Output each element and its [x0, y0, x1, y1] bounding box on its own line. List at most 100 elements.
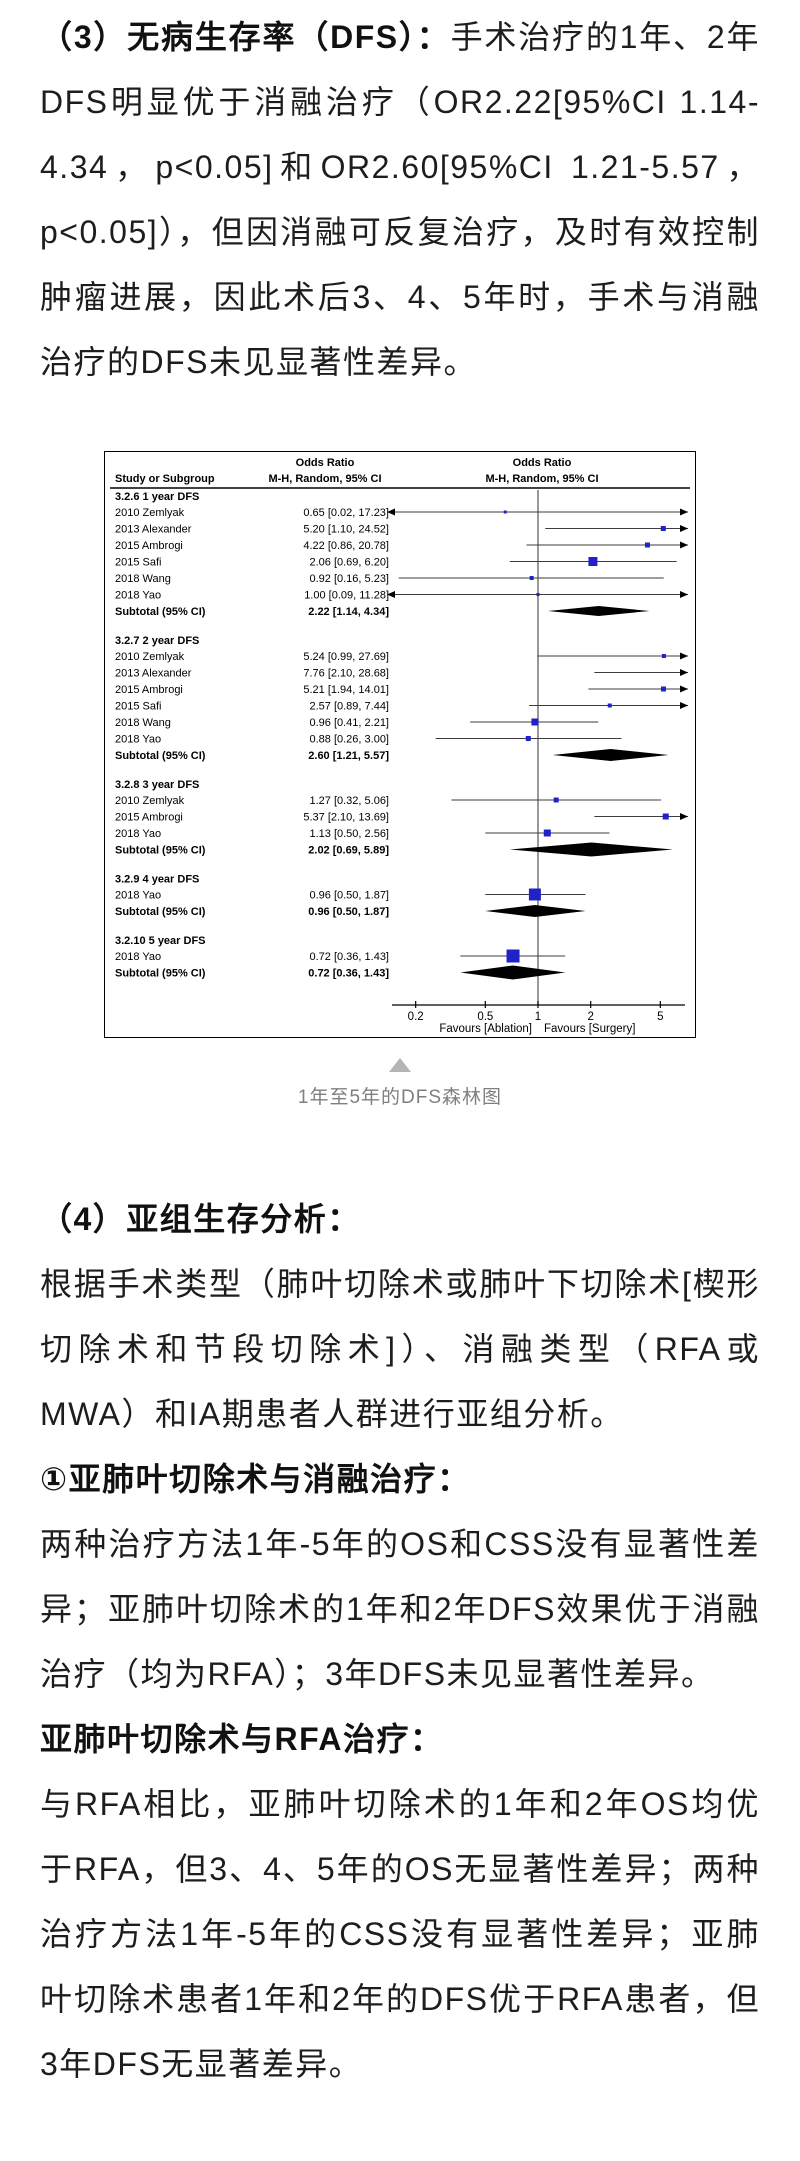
forest-text: 2015 Ambrogi — [115, 540, 183, 552]
heading-subgroup-analysis: （4）亚组生存分析： — [40, 1201, 361, 1237]
paragraph-sublobar-vs-ablation: 两种治疗方法1年-5年的OS和CSS没有显著性差异；亚肺叶切除术的1年和2年DF… — [40, 1526, 760, 1692]
forest-text: 3.2.8 3 year DFS — [115, 779, 199, 791]
forest-text: Subtotal (95% CI) — [115, 968, 206, 980]
forest-text: 1.00 [0.09, 11.28] — [304, 590, 389, 602]
forest-text: Odds Ratio — [296, 457, 355, 469]
forest-text: 4.22 [0.86, 20.78] — [303, 540, 389, 552]
collapse-image-button[interactable] — [389, 1058, 411, 1072]
forest-text: 2018 Wang — [115, 573, 171, 585]
forest-text: 0.88 [0.26, 3.00] — [309, 734, 389, 746]
forest-text: Subtotal (95% CI) — [115, 750, 206, 762]
article-body: （3）无病生存率（DFS）：手术治疗的1年、2年DFS明显优于消融治疗（OR2.… — [40, 5, 760, 2082]
ci-arrow — [680, 541, 688, 549]
forest-text: 2013 Alexander — [115, 668, 192, 680]
forest-text: Subtotal (95% CI) — [115, 906, 206, 918]
ci-arrow — [680, 702, 688, 709]
forest-text: 3.2.7 2 year DFS — [115, 635, 199, 647]
study-marker — [662, 813, 669, 820]
forest-text: 2010 Zemlyak — [115, 507, 185, 519]
subtotal-diamond — [509, 842, 673, 857]
forest-text: 3.2.9 4 year DFS — [115, 874, 199, 886]
forest-text: Favours [Ablation] — [439, 1023, 532, 1035]
study-marker — [543, 829, 551, 837]
subtotal-diamond — [485, 905, 586, 917]
forest-text: 0.65 [0.02, 17.23] — [303, 507, 389, 519]
ci-arrow — [680, 652, 688, 660]
forest-text: 1.27 [0.32, 5.06] — [309, 795, 389, 807]
forest-text: 2010 Zemlyak — [115, 651, 185, 663]
forest-plot-image[interactable]: Odds Ratio Odds Ratio Study or Subgroup M-H… — [104, 451, 696, 1038]
forest-plot-svg: Odds Ratio Odds Ratio Study or Subgroup M-H… — [110, 457, 690, 1035]
study-marker — [528, 888, 541, 901]
forest-text: M-H, Random, 95% CI — [485, 473, 598, 485]
forest-text: 5.37 [2.10, 13.69] — [303, 812, 389, 824]
paragraph-sublobar-vs-rfa: 与RFA相比，亚肺叶切除术的1年和2年OS均优于RFA，但3、4、5年的OS无显… — [40, 1786, 760, 2082]
forest-text: 2018 Yao — [115, 890, 161, 902]
study-marker — [588, 557, 598, 566]
study-marker — [503, 510, 507, 514]
forest-text: 2018 Yao — [115, 734, 161, 746]
study-marker — [644, 542, 650, 548]
forest-text: 2015 Safi — [115, 557, 161, 569]
ci-arrow — [387, 591, 395, 598]
ci-arrow — [680, 591, 688, 598]
forest-text: 0.5 — [477, 1011, 493, 1023]
ci-arrow — [387, 508, 395, 516]
study-marker — [536, 593, 540, 596]
forest-text: 2.22 [1.14, 4.34] — [308, 606, 389, 618]
study-marker — [531, 718, 539, 726]
forest-text: 0.96 [0.50, 1.87] — [309, 890, 389, 902]
ci-arrow — [680, 813, 688, 820]
ci-arrow — [680, 525, 688, 532]
forest-text: 2018 Wang — [115, 717, 171, 729]
forest-text: 0.96 [0.50, 1.87] — [308, 906, 389, 918]
forest-text: 0.72 [0.36, 1.43] — [308, 968, 389, 980]
forest-text: 0.72 [0.36, 1.43] — [309, 951, 389, 963]
ci-arrow — [680, 508, 688, 516]
forest-text: Favours [Surgery] — [544, 1023, 635, 1035]
study-marker — [553, 797, 559, 803]
paragraph-subgroup-intro: 根据手术类型（肺叶切除术或肺叶下切除术[楔形切除术和节段切除术]）、消融类型（R… — [40, 1266, 760, 1432]
heading-sublobar-vs-ablation: ①亚肺叶切除术与消融治疗： — [40, 1461, 471, 1497]
ci-arrow — [680, 669, 688, 676]
forest-text: 5 — [657, 1011, 663, 1023]
paragraph-dfs-text: 手术治疗的1年、2年DFS明显优于消融治疗（OR2.22[95%CI 1.14-… — [40, 19, 760, 380]
study-marker — [506, 949, 520, 963]
forest-text: 2 — [587, 1011, 593, 1023]
forest-text: 2015 Ambrogi — [115, 684, 183, 696]
forest-text: 0.92 [0.16, 5.23] — [309, 573, 389, 585]
forest-text: 2015 Safi — [115, 701, 161, 713]
forest-text: 1.13 [0.50, 2.56] — [309, 828, 389, 840]
forest-text: 2013 Alexander — [115, 524, 192, 536]
forest-text: 2.02 [0.69, 5.89] — [308, 845, 389, 857]
figure-caption: 1年至5年的DFS森林图 — [297, 1087, 503, 1108]
ci-arrow — [680, 685, 688, 693]
forest-text: Study or Subgroup — [115, 473, 215, 485]
heading-sublobar-vs-rfa: 亚肺叶切除术与RFA治疗： — [40, 1721, 444, 1757]
forest-plot-figure: Odds Ratio Odds Ratio Study or Subgroup M-H… — [40, 451, 760, 1111]
study-marker — [661, 654, 666, 658]
forest-text: 2.57 [0.89, 7.44] — [309, 701, 389, 713]
forest-text: Subtotal (95% CI) — [115, 606, 206, 618]
forest-text: 1 — [535, 1011, 541, 1023]
forest-text: 2.60 [1.21, 5.57] — [308, 750, 389, 762]
forest-text: 7.76 [2.10, 28.68] — [303, 668, 389, 680]
subtotal-diamond — [552, 749, 669, 761]
study-marker — [529, 576, 534, 580]
forest-text: 2018 Yao — [115, 828, 161, 840]
forest-text: 2010 Zemlyak — [115, 795, 185, 807]
study-marker — [607, 703, 612, 708]
subtotal-diamond — [460, 965, 566, 980]
forest-text: 5.20 [1.10, 24.52] — [303, 524, 389, 536]
forest-text: Subtotal (95% CI) — [115, 845, 206, 857]
forest-text: Odds Ratio — [513, 457, 572, 469]
forest-text: 3.2.10 5 year DFS — [115, 935, 206, 947]
subtotal-diamond — [547, 606, 650, 616]
forest-text: 3.2.6 1 year DFS — [115, 491, 199, 503]
paragraph-dfs: （3）无病生存率（DFS）：手术治疗的1年、2年DFS明显优于消融治疗（OR2.… — [40, 5, 760, 395]
forest-text: 2015 Ambrogi — [115, 812, 183, 824]
forest-text: 5.24 [0.99, 27.69] — [303, 651, 389, 663]
forest-text: 2.06 [0.69, 6.20] — [309, 557, 389, 569]
study-marker — [660, 686, 666, 692]
forest-text: M-H, Random, 95% CI — [268, 473, 381, 485]
